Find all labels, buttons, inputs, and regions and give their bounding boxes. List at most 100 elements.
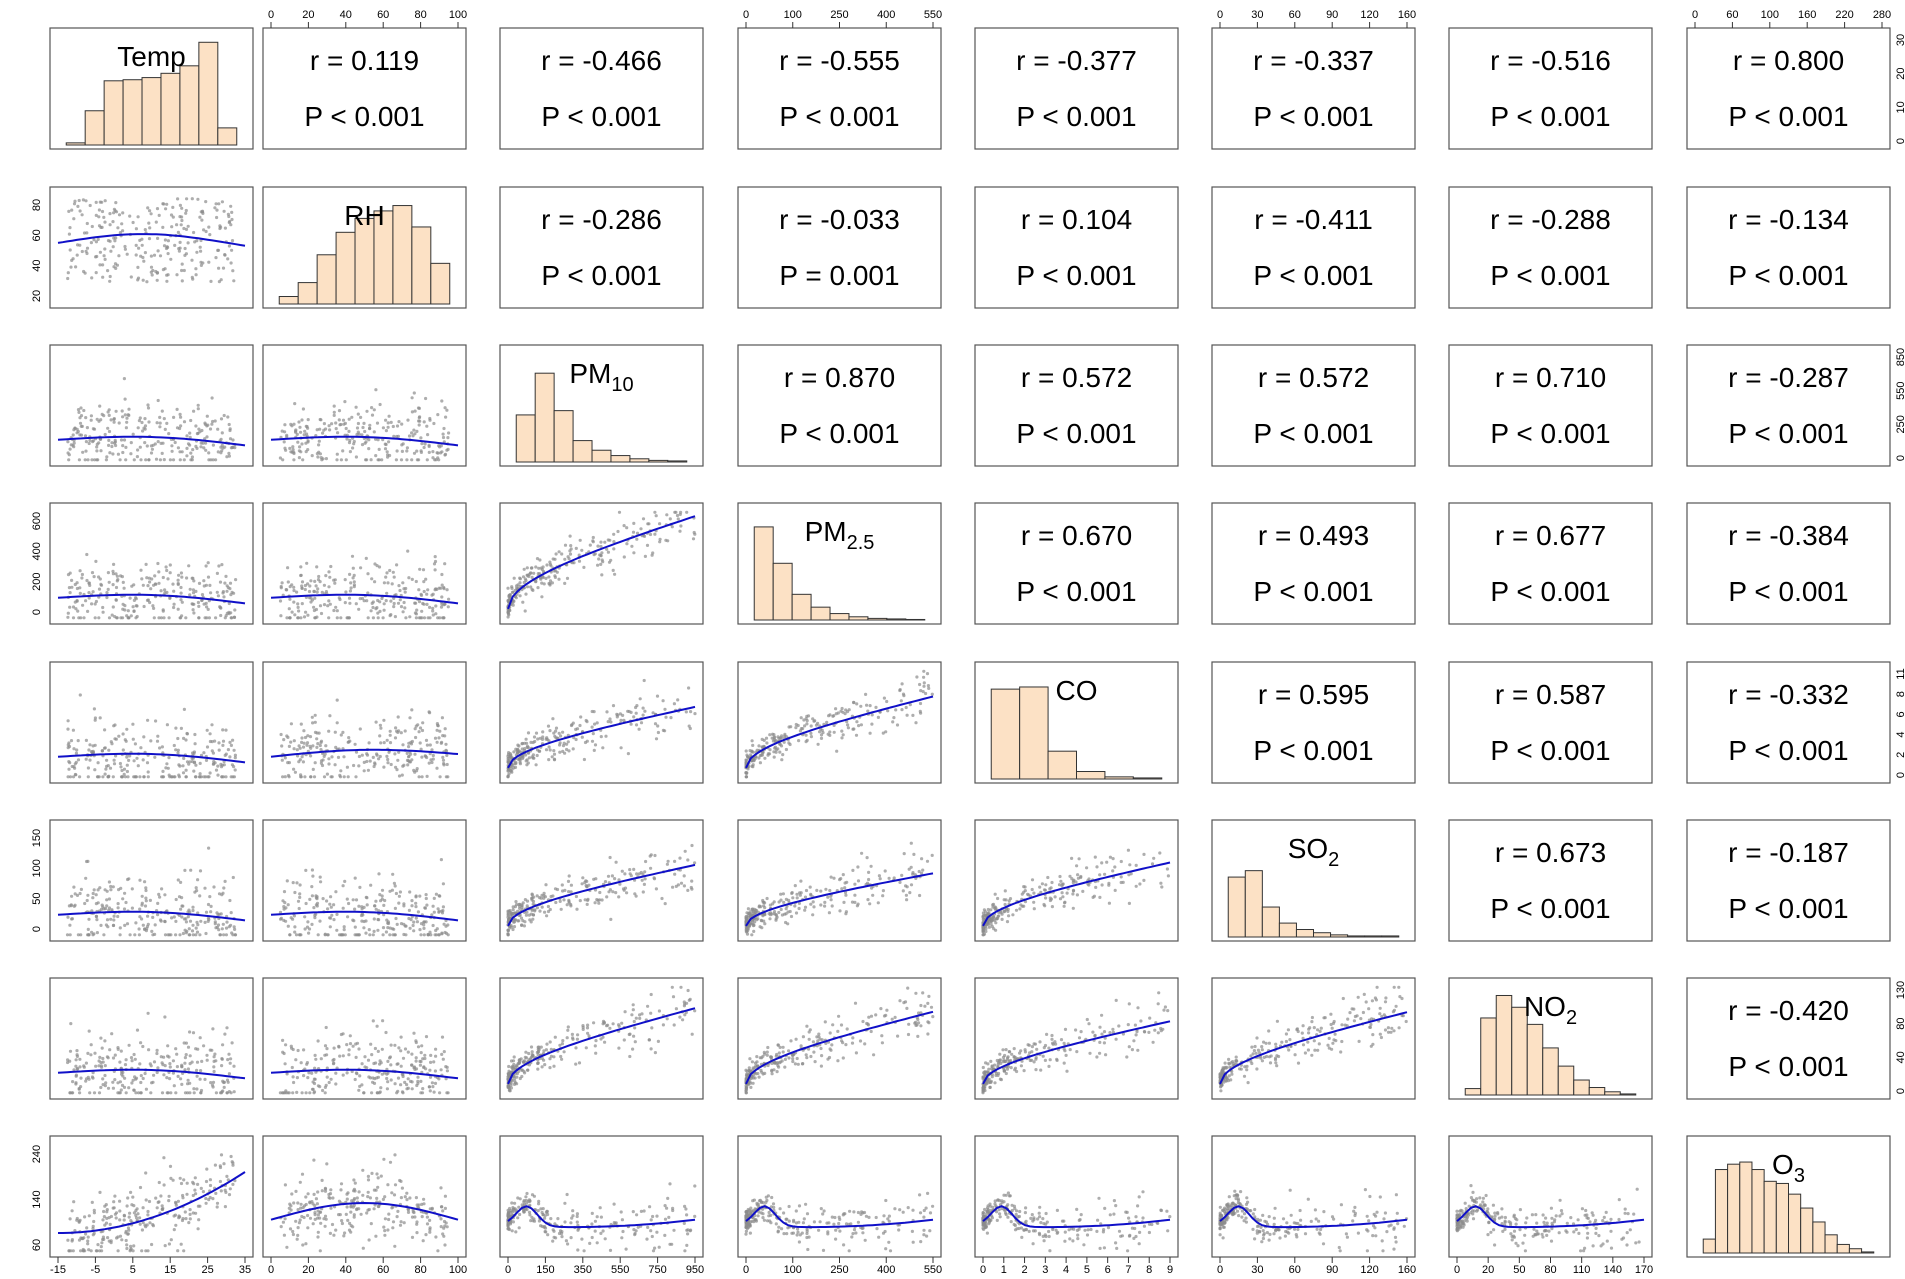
scatter-point bbox=[647, 1038, 651, 1042]
scatter-point bbox=[530, 896, 534, 901]
scatter-point bbox=[188, 1091, 192, 1095]
scatter-point bbox=[181, 771, 186, 775]
scatter-point bbox=[114, 585, 119, 590]
scatter-point bbox=[165, 568, 169, 573]
hist-bar bbox=[1751, 1169, 1765, 1254]
scatter-point bbox=[399, 731, 403, 735]
hist-bar bbox=[1788, 1193, 1802, 1254]
scatter-point bbox=[647, 522, 651, 526]
scatter-point bbox=[512, 750, 516, 754]
scatter-point bbox=[506, 753, 511, 757]
scatter-point bbox=[421, 721, 425, 725]
scatter-point bbox=[418, 928, 422, 932]
scatter-point bbox=[169, 213, 174, 217]
scatter-point bbox=[393, 1043, 397, 1047]
panel-6-4 bbox=[974, 977, 1179, 1100]
scatter-point bbox=[403, 1047, 408, 1051]
scatter-point bbox=[70, 585, 74, 589]
scatter-point bbox=[227, 601, 231, 606]
scatter-point bbox=[419, 933, 423, 937]
scatter-point bbox=[296, 602, 300, 606]
scatter-point bbox=[77, 1087, 81, 1091]
scatter-point bbox=[397, 584, 401, 588]
scatter-point bbox=[394, 726, 398, 730]
scatter-point bbox=[362, 760, 366, 765]
scatter-point bbox=[100, 412, 104, 416]
scatter-point bbox=[446, 436, 450, 440]
scatter-point bbox=[103, 772, 107, 776]
scatter-point bbox=[443, 453, 447, 457]
scatter-point bbox=[112, 918, 116, 922]
scatter-point bbox=[306, 418, 310, 422]
scatter-point bbox=[756, 917, 760, 921]
scatter-point bbox=[136, 215, 140, 219]
scatter-point bbox=[303, 735, 308, 740]
scatter-point bbox=[571, 1036, 575, 1040]
scatter-point bbox=[198, 775, 202, 779]
scatter-point bbox=[170, 225, 174, 229]
scatter-point bbox=[194, 273, 198, 277]
scatter-point bbox=[444, 415, 448, 419]
scatter-point bbox=[96, 775, 100, 779]
scatter-point bbox=[748, 910, 752, 914]
scatter-point bbox=[329, 775, 333, 779]
hist-bar bbox=[1104, 776, 1134, 780]
scatter-point bbox=[141, 278, 145, 282]
panel-0-5 bbox=[1211, 27, 1416, 150]
correlation-p-2-7: P < 0.001 bbox=[1728, 418, 1848, 449]
scatter-point bbox=[124, 445, 128, 449]
scatter-point bbox=[199, 210, 203, 214]
scatter-point bbox=[128, 214, 132, 218]
scatter-point bbox=[107, 438, 111, 442]
scatter-point bbox=[419, 450, 423, 454]
scatter-point bbox=[518, 577, 523, 581]
scatter-point bbox=[311, 874, 315, 878]
scatter-point bbox=[828, 888, 832, 893]
scatter-point bbox=[840, 729, 844, 733]
scatter-point bbox=[548, 729, 552, 733]
scatter-point bbox=[418, 741, 422, 745]
scatter-point bbox=[525, 758, 529, 762]
scatter-point bbox=[664, 715, 668, 719]
scatter-point bbox=[89, 1043, 93, 1047]
scatter-point bbox=[233, 753, 237, 757]
scatter-point bbox=[326, 933, 330, 937]
scatter-point bbox=[160, 887, 164, 891]
scatter-point bbox=[111, 452, 115, 456]
scatter-point bbox=[314, 912, 318, 916]
scatter-point bbox=[846, 726, 851, 730]
scatter-point bbox=[121, 616, 125, 620]
scatter-point bbox=[131, 1078, 135, 1082]
scatter-point bbox=[670, 985, 674, 989]
scatter-point bbox=[373, 1046, 377, 1051]
scatter-point bbox=[130, 906, 134, 910]
scatter-point bbox=[350, 554, 355, 558]
hist-bar bbox=[1480, 1017, 1497, 1096]
scatter-point bbox=[127, 616, 131, 620]
scatter-point bbox=[112, 236, 116, 240]
scatter-point bbox=[189, 451, 193, 455]
scatter-point bbox=[390, 582, 394, 586]
scatter-point bbox=[632, 1034, 636, 1038]
scatter-point bbox=[165, 202, 169, 206]
scatter-point bbox=[181, 931, 185, 936]
scatter-point bbox=[629, 722, 633, 726]
hist-bar bbox=[848, 616, 869, 621]
scatter-point bbox=[172, 1084, 176, 1088]
scatter-point bbox=[341, 906, 345, 910]
scatter-point bbox=[185, 929, 189, 933]
scatter-point bbox=[69, 265, 73, 269]
scatter-point bbox=[754, 910, 758, 915]
scatter-point bbox=[161, 1063, 165, 1067]
scatter-point bbox=[382, 741, 386, 745]
scatter-point bbox=[635, 872, 639, 876]
scatter-point bbox=[651, 711, 655, 715]
scatter-point bbox=[306, 1076, 310, 1080]
scatter-point bbox=[634, 1016, 638, 1020]
scatter-point bbox=[410, 577, 414, 582]
scatter-point bbox=[306, 582, 310, 586]
scatter-point bbox=[118, 1080, 122, 1084]
scatter-point bbox=[410, 899, 414, 903]
scatter-point bbox=[428, 1075, 433, 1079]
scatter-point bbox=[313, 579, 317, 584]
